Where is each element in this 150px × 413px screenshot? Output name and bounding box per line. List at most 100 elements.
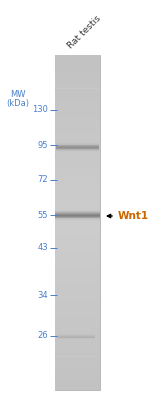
- Bar: [55, 301, 100, 306]
- Text: 95: 95: [38, 140, 48, 150]
- Bar: [56, 150, 99, 151]
- Bar: [55, 345, 100, 351]
- Bar: [57, 337, 95, 338]
- Bar: [55, 256, 100, 261]
- Bar: [55, 211, 100, 217]
- Bar: [55, 208, 100, 209]
- Bar: [55, 150, 100, 156]
- Bar: [55, 183, 100, 189]
- Bar: [55, 214, 100, 215]
- Bar: [57, 333, 95, 334]
- Bar: [55, 161, 100, 167]
- Bar: [55, 144, 100, 150]
- Bar: [55, 239, 100, 245]
- Bar: [55, 318, 100, 323]
- Bar: [57, 339, 95, 340]
- Bar: [55, 329, 100, 334]
- Bar: [56, 145, 99, 146]
- Bar: [55, 61, 100, 66]
- Bar: [56, 148, 99, 149]
- Bar: [55, 385, 100, 390]
- Bar: [55, 214, 100, 215]
- Text: 55: 55: [38, 211, 48, 219]
- Bar: [55, 94, 100, 100]
- Text: MW: MW: [10, 90, 26, 99]
- Bar: [55, 290, 100, 295]
- Text: (kDa): (kDa): [6, 99, 30, 108]
- Bar: [55, 216, 100, 217]
- Bar: [55, 213, 100, 214]
- Bar: [57, 334, 95, 335]
- Bar: [55, 128, 100, 133]
- Bar: [57, 338, 95, 339]
- Bar: [55, 295, 100, 301]
- Bar: [56, 146, 99, 147]
- Bar: [55, 273, 100, 278]
- Bar: [55, 139, 100, 144]
- Bar: [55, 356, 100, 362]
- Bar: [55, 261, 100, 267]
- Bar: [56, 144, 99, 145]
- Bar: [55, 210, 100, 211]
- Bar: [55, 218, 100, 219]
- Bar: [55, 362, 100, 368]
- Bar: [55, 172, 100, 178]
- Bar: [55, 195, 100, 200]
- Bar: [55, 223, 100, 228]
- Bar: [57, 336, 95, 337]
- Bar: [55, 250, 100, 256]
- Text: 43: 43: [37, 244, 48, 252]
- Bar: [55, 221, 100, 222]
- Bar: [55, 221, 100, 222]
- Bar: [55, 368, 100, 373]
- Bar: [55, 72, 100, 77]
- Bar: [55, 215, 100, 216]
- Bar: [55, 234, 100, 239]
- Bar: [55, 116, 100, 122]
- Bar: [57, 335, 95, 336]
- Text: 34: 34: [37, 290, 48, 299]
- Bar: [55, 217, 100, 218]
- Bar: [56, 142, 99, 143]
- Bar: [56, 149, 99, 150]
- Text: Wnt1: Wnt1: [118, 211, 149, 221]
- Bar: [55, 373, 100, 379]
- Text: 26: 26: [37, 332, 48, 340]
- Bar: [56, 147, 99, 148]
- Bar: [55, 88, 100, 94]
- Bar: [55, 105, 100, 111]
- Bar: [56, 151, 99, 152]
- Bar: [55, 278, 100, 284]
- Bar: [55, 228, 100, 234]
- Bar: [55, 351, 100, 356]
- Bar: [55, 200, 100, 206]
- Text: 130: 130: [32, 105, 48, 114]
- Bar: [56, 153, 99, 154]
- Bar: [55, 284, 100, 290]
- Bar: [55, 77, 100, 83]
- Bar: [55, 217, 100, 223]
- Bar: [55, 340, 100, 345]
- Bar: [55, 306, 100, 312]
- Bar: [55, 323, 100, 329]
- Bar: [55, 206, 100, 211]
- Bar: [55, 379, 100, 385]
- Text: 72: 72: [37, 176, 48, 185]
- Bar: [56, 141, 99, 142]
- Bar: [56, 143, 99, 144]
- Bar: [55, 156, 100, 161]
- Bar: [57, 332, 95, 333]
- Bar: [57, 340, 95, 341]
- Bar: [55, 133, 100, 139]
- Bar: [55, 83, 100, 88]
- Bar: [55, 312, 100, 318]
- Bar: [55, 245, 100, 250]
- Bar: [55, 178, 100, 183]
- Bar: [55, 219, 100, 220]
- Bar: [55, 111, 100, 116]
- Bar: [55, 100, 100, 105]
- Bar: [55, 55, 100, 61]
- Bar: [55, 212, 100, 213]
- Bar: [55, 220, 100, 221]
- Bar: [55, 211, 100, 212]
